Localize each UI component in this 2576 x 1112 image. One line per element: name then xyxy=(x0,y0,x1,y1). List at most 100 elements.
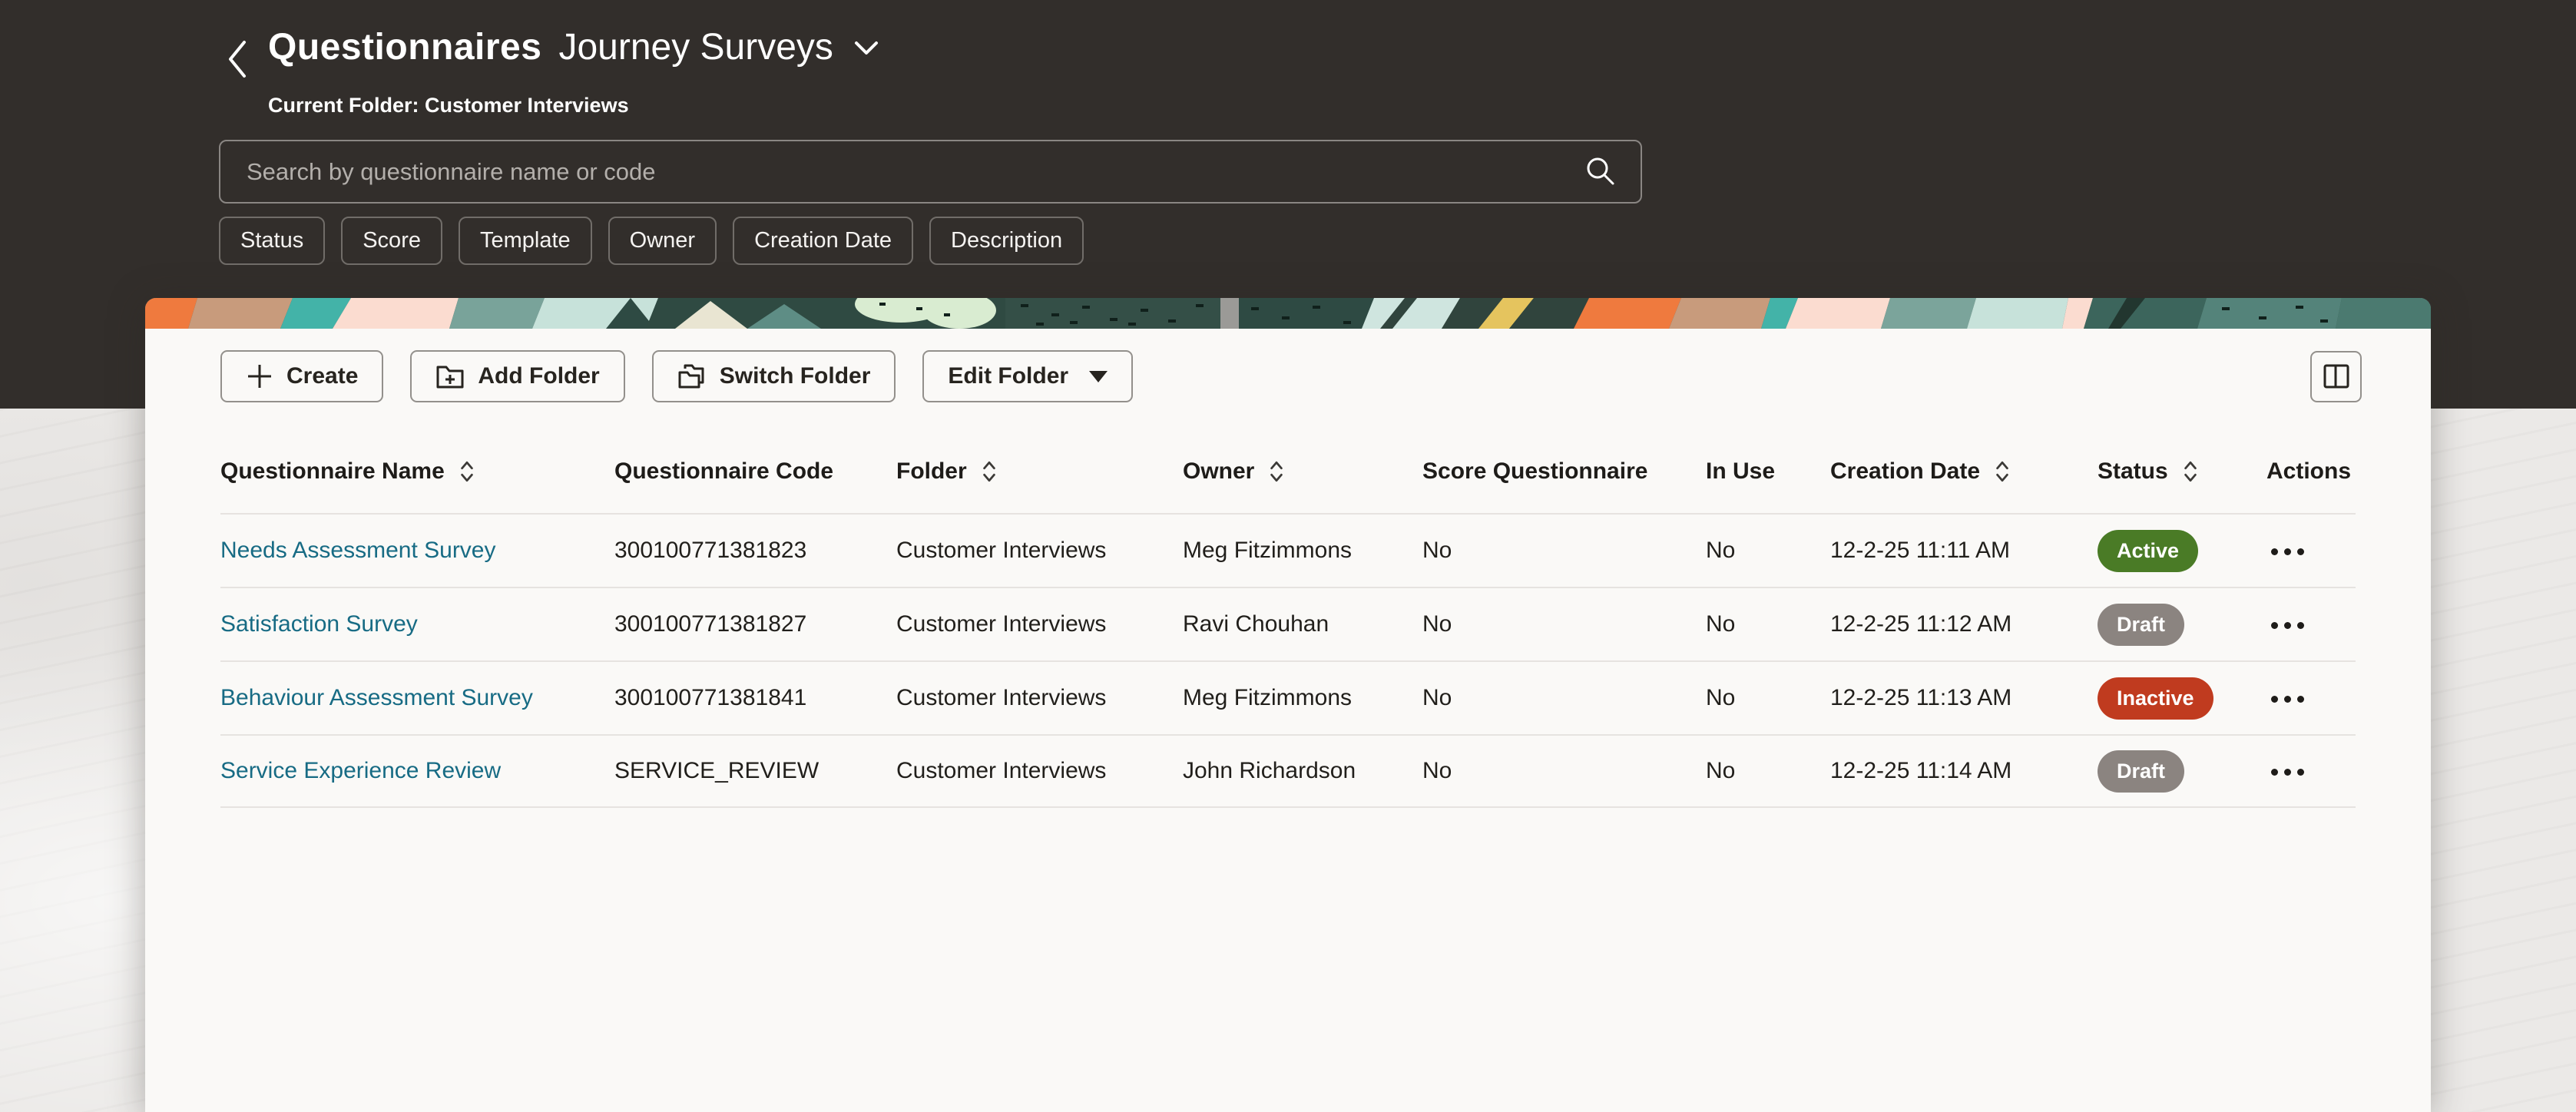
table-cell: Ravi Chouhan xyxy=(1183,611,1422,637)
creation-date-cell: 12-2-25 11:11 AM xyxy=(1830,538,2011,563)
filter-chip-score[interactable]: Score xyxy=(341,217,442,265)
owner-cell: John Richardson xyxy=(1183,758,1356,783)
column-header-score-questionnaire: Score Questionnaire xyxy=(1422,458,1706,485)
table-cell: No xyxy=(1422,538,1706,564)
in-use-cell: No xyxy=(1706,685,1736,710)
table-cell xyxy=(2266,535,2356,566)
column-label: Questionnaire Name xyxy=(220,458,445,484)
creation-date-cell: 12-2-25 11:13 AM xyxy=(1830,685,2012,710)
column-label: In Use xyxy=(1706,458,1776,484)
switch-folder-icon xyxy=(677,362,707,390)
table-cell: 12-2-25 11:11 AM xyxy=(1830,538,2098,564)
column-header-owner[interactable]: Owner xyxy=(1183,458,1422,485)
column-header-folder[interactable]: Folder xyxy=(896,458,1183,485)
table-cell: Service Experience Review xyxy=(220,758,614,784)
table-cell: SERVICE_REVIEW xyxy=(614,758,896,784)
split-panel-icon xyxy=(2322,362,2351,390)
row-actions-menu-button[interactable] xyxy=(2266,685,2309,713)
table-cell: John Richardson xyxy=(1183,758,1422,784)
folder-cell: Customer Interviews xyxy=(896,538,1107,563)
folder-cell: Customer Interviews xyxy=(896,685,1107,710)
chevron-down-icon[interactable] xyxy=(853,39,879,56)
questionnaire-name-link[interactable]: Service Experience Review xyxy=(220,758,502,783)
table-cell: No xyxy=(1422,685,1706,711)
table-cell: Customer Interviews xyxy=(896,611,1183,637)
table-cell: Behaviour Assessment Survey xyxy=(220,685,614,711)
table-cell: 300100771381841 xyxy=(614,685,896,711)
table-cell: Customer Interviews xyxy=(896,538,1183,564)
create-button[interactable]: Create xyxy=(220,350,384,402)
column-label: Status xyxy=(2098,458,2168,484)
back-button[interactable] xyxy=(217,37,258,81)
filter-chip-description[interactable]: Description xyxy=(929,217,1084,265)
filter-chip-template[interactable]: Template xyxy=(458,217,592,265)
page-title: Questionnaires Journey Surveys xyxy=(268,26,879,68)
filter-chip-status[interactable]: Status xyxy=(219,217,326,265)
table-cell: 12-2-25 11:12 AM xyxy=(1830,611,2098,637)
column-header-questionnaire-name[interactable]: Questionnaire Name xyxy=(220,458,614,485)
row-actions-menu-button[interactable] xyxy=(2266,758,2309,786)
add-folder-button[interactable]: Add Folder xyxy=(410,350,625,402)
content-panel: Create Add Folder Switch Folder Edit Fol… xyxy=(145,298,2431,1112)
questionnaire-name-link[interactable]: Behaviour Assessment Survey xyxy=(220,685,533,710)
add-folder-icon xyxy=(435,363,465,389)
questionnaire-name-link[interactable]: Satisfaction Survey xyxy=(220,611,418,637)
table-cell: Meg Fitzimmons xyxy=(1183,685,1422,711)
table-cell: Draft xyxy=(2098,750,2266,793)
table-cell: No xyxy=(1422,611,1706,637)
owner-cell: Meg Fitzimmons xyxy=(1183,538,1353,563)
table-cell: Customer Interviews xyxy=(896,685,1183,711)
score-questionnaire-cell: No xyxy=(1422,538,1452,563)
column-header-questionnaire-code: Questionnaire Code xyxy=(614,458,896,485)
table-cell: No xyxy=(1706,685,1830,711)
column-header-status[interactable]: Status xyxy=(2098,458,2266,485)
in-use-cell: No xyxy=(1706,611,1736,637)
column-label: Owner xyxy=(1183,458,1255,484)
current-folder-label: Current Folder: Customer Interviews xyxy=(268,94,629,117)
sort-icon[interactable] xyxy=(1267,459,1286,484)
status-badge: Inactive xyxy=(2098,677,2213,720)
search-input[interactable] xyxy=(220,141,1584,202)
table-cell: Inactive xyxy=(2098,677,2266,720)
table-body: Needs Assessment Survey 300100771381823 Cu… xyxy=(220,513,2356,808)
sort-icon[interactable] xyxy=(458,459,476,484)
edit-folder-button[interactable]: Edit Folder xyxy=(922,350,1134,402)
table-cell: Needs Assessment Survey xyxy=(220,538,614,564)
folder-cell: Customer Interviews xyxy=(896,758,1107,783)
owner-cell: Ravi Chouhan xyxy=(1183,611,1329,637)
questionnaire-code: 300100771381823 xyxy=(614,538,807,563)
row-actions-menu-button[interactable] xyxy=(2266,538,2309,566)
table-cell: Customer Interviews xyxy=(896,758,1183,784)
switch-folder-button-label: Switch Folder xyxy=(719,363,871,389)
table-cell: Meg Fitzimmons xyxy=(1183,538,1422,564)
table-cell: Active xyxy=(2098,529,2266,572)
table-row: Needs Assessment Survey 300100771381823 Cu… xyxy=(220,513,2356,587)
column-header-actions: Actions xyxy=(2266,458,2356,485)
filter-chip-creation-date[interactable]: Creation Date xyxy=(733,217,914,265)
sort-icon[interactable] xyxy=(1993,459,2011,484)
create-button-label: Create xyxy=(286,363,359,389)
table-cell: 300100771381827 xyxy=(614,611,896,637)
caret-down-icon xyxy=(1089,370,1108,382)
column-label: Score Questionnaire xyxy=(1422,458,1648,484)
split-panel-toggle-button[interactable] xyxy=(2310,350,2362,402)
table-header-row: Questionnaire Name Questionnaire Code Fold… xyxy=(220,430,2356,513)
plus-icon xyxy=(246,362,273,390)
column-header-in-use: In Use xyxy=(1706,458,1830,485)
page-title-primary: Questionnaires xyxy=(268,27,542,68)
questionnaire-code: SERVICE_REVIEW xyxy=(614,758,819,783)
filter-chip-owner[interactable]: Owner xyxy=(608,217,717,265)
row-actions-menu-button[interactable] xyxy=(2266,611,2309,640)
sort-icon[interactable] xyxy=(980,459,998,484)
status-badge: Active xyxy=(2098,529,2199,572)
sort-icon[interactable] xyxy=(2181,459,2200,484)
questionnaire-code: 300100771381827 xyxy=(614,611,807,637)
switch-folder-button[interactable]: Switch Folder xyxy=(651,350,896,402)
questionnaire-name-link[interactable]: Needs Assessment Survey xyxy=(220,538,496,563)
search-icon[interactable] xyxy=(1584,155,1617,189)
page-title-secondary: Journey Surveys xyxy=(558,27,833,68)
filter-chip-bar: Status Score Template Owner Creation Date Des… xyxy=(219,217,1084,265)
questionnaire-code: 300100771381841 xyxy=(614,685,807,710)
score-questionnaire-cell: No xyxy=(1422,611,1452,637)
column-header-creation-date[interactable]: Creation Date xyxy=(1830,458,2098,485)
